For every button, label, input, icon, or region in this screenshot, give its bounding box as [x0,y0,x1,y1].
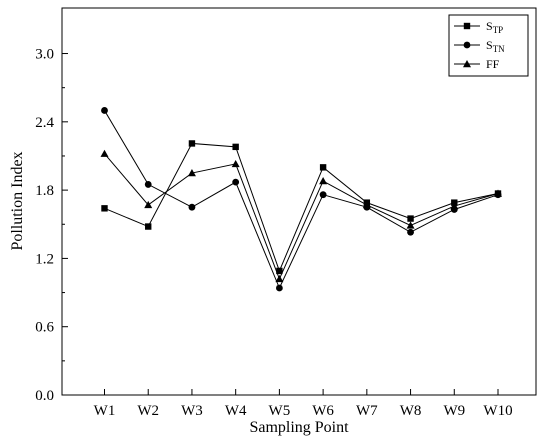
y-tick-label: 1.2 [35,251,54,267]
series-line-stn [104,110,499,290]
data-point-stn [144,181,152,188]
series-line-stp [104,142,499,273]
data-point-ff [362,200,371,209]
data-point-ff [187,169,196,177]
y-tick-label: 2.4 [35,115,54,131]
x-tick-label: W1 [94,403,116,419]
x-axis-title: Sampling Point [249,419,349,436]
x-tick-label: W7 [356,403,378,419]
data-point-ff [494,189,502,197]
data-point-stp [407,215,414,222]
x-axis-ticks: W1 W2 W3 W4 W5 W6 W7 W8 W9 W10 [94,389,513,419]
y-axis-title: Pollution Index [9,151,26,250]
legend-label-stp: STP [486,19,503,35]
legend-label-main: S [486,38,493,52]
legend-marker-ff [463,60,471,68]
series-stn [101,107,502,292]
y-tick-label: 3.0 [35,47,54,63]
data-point-stp [188,140,196,147]
data-point-stn [101,107,108,114]
data-point-ff [100,149,109,157]
x-tick-label: W3 [181,403,203,419]
legend-label-main: FF [486,57,500,71]
data-point-ff [450,202,459,210]
legend-label-ff: FF [486,57,500,71]
y-tick-label: 0.0 [35,388,54,404]
legend-label-subscript: TP [493,25,504,35]
data-point-stp [232,143,239,151]
x-tick-label: W10 [483,403,512,419]
series-stp [101,140,502,275]
x-tick-label: W9 [443,403,465,419]
data-point-stp [145,223,152,230]
x-tick-label: W2 [137,403,159,419]
x-tick-label: W8 [400,403,422,419]
legend-marker-stn [463,41,471,49]
legend-label-subscript: TN [493,44,505,54]
data-point-stp [276,267,283,275]
data-point-stn [232,178,240,186]
y-tick-label: 1.8 [35,183,54,199]
series-ff [100,149,502,283]
data-point-ff [275,274,284,283]
data-point-ff [231,159,240,168]
x-tick-label: W5 [269,403,291,419]
data-point-stn [319,191,327,199]
x-tick-label: W4 [225,403,247,419]
series-line-ff [104,153,499,281]
y-axis-ticks: 0.0 0.6 1.2 1.8 2.4 3.0 [35,47,68,404]
data-point-ff [406,221,415,229]
y-tick-label: 0.6 [35,320,54,336]
data-point-ff [144,200,153,209]
data-point-stn [275,284,283,292]
plot-frame [61,7,537,396]
x-tick-label: W6 [312,403,334,419]
legend-marker-stp [463,22,471,30]
legend-label-main: S [486,19,493,33]
series-layer [100,107,502,292]
legend-label-stn: STN [486,38,505,54]
data-point-stn [188,203,196,211]
data-point-ff [319,177,328,185]
data-point-stn [407,228,414,236]
data-point-stp [319,164,327,171]
data-point-stp [101,205,108,212]
